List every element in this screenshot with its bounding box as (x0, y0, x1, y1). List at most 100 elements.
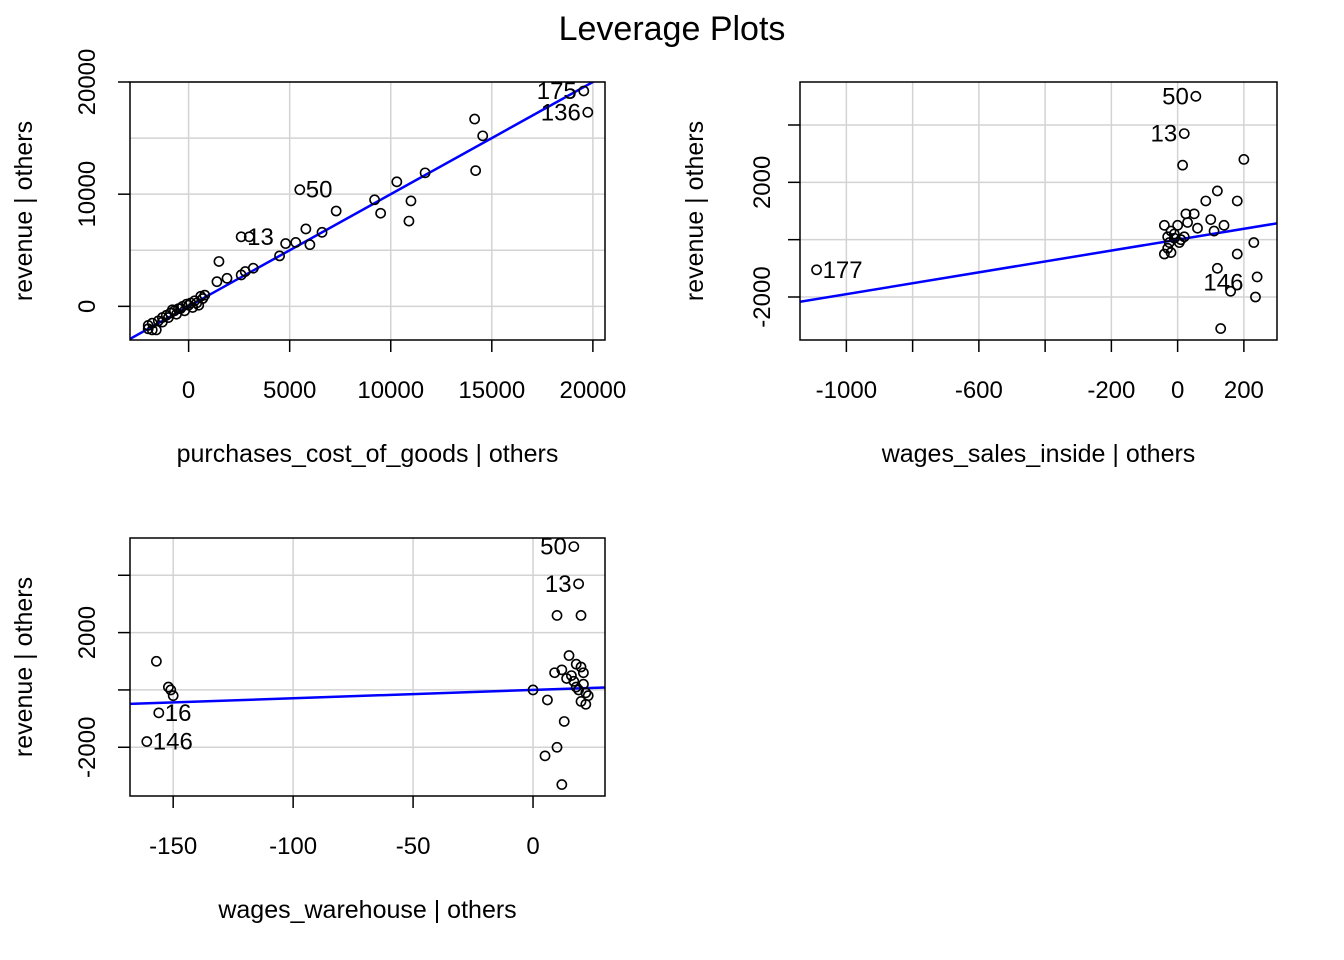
regression-line (130, 82, 596, 340)
point-label: 13 (545, 571, 572, 598)
data-point (290, 237, 302, 248)
data-point (419, 167, 431, 179)
data-point (1178, 128, 1190, 139)
regression-line (130, 686, 605, 706)
data-point (213, 256, 225, 267)
data-point (1225, 285, 1237, 297)
data-point (294, 184, 306, 196)
data-point (1205, 214, 1217, 225)
x-tick-label: -600 (955, 377, 1003, 404)
data-point (469, 113, 481, 125)
data-point (391, 176, 403, 188)
data-point (1165, 247, 1177, 258)
data-point (558, 716, 570, 727)
data-point (551, 741, 563, 753)
data-point (405, 195, 417, 207)
data-point (221, 272, 233, 284)
data-point (1248, 237, 1260, 248)
data-point (568, 675, 580, 687)
data-point (316, 226, 328, 238)
point-label: 13 (1151, 121, 1178, 148)
data-point (330, 205, 342, 217)
data-point (1208, 225, 1220, 237)
data-point (1190, 90, 1202, 102)
x-tick-label: -100 (269, 833, 317, 860)
data-point (1173, 237, 1185, 248)
data-point (141, 736, 153, 747)
y-tick-label: 0 (74, 300, 101, 313)
data-point (1158, 219, 1170, 231)
data-point (1158, 248, 1170, 260)
point-label: 177 (823, 257, 863, 284)
data-point (1162, 231, 1174, 243)
data-point (235, 231, 247, 243)
plot-frame (129, 537, 606, 797)
data-point (563, 650, 575, 661)
data-point (1231, 195, 1243, 207)
data-point (556, 779, 568, 790)
data-point (580, 687, 592, 699)
point-label: 16 (165, 700, 192, 727)
data-point (549, 667, 561, 679)
y-axis-label: revenue | others (681, 121, 709, 301)
data-point (243, 231, 255, 243)
x-tick-label: 15000 (458, 377, 525, 404)
x-tick-label: 20000 (559, 377, 626, 404)
data-point (575, 610, 587, 621)
data-point (280, 238, 292, 249)
regression-line (800, 222, 1277, 303)
data-point (300, 223, 312, 235)
x-tick-label: 5000 (263, 377, 316, 404)
x-tick-label: 10000 (357, 377, 424, 404)
y-tick-label: 2000 (749, 156, 776, 209)
data-point (811, 264, 822, 276)
data-point (1200, 195, 1212, 207)
y-tick-label: 10000 (74, 161, 101, 228)
data-point (539, 750, 551, 762)
data-point (1250, 291, 1261, 303)
data-point (1177, 159, 1188, 171)
data-point (582, 106, 594, 118)
data-point (163, 312, 174, 323)
point-label: 13 (247, 224, 274, 251)
point-label: 146 (153, 729, 193, 756)
data-point (150, 324, 162, 336)
data-point (556, 664, 568, 676)
x-axis-label: purchases_cost_of_goods | others (177, 440, 559, 468)
data-point (235, 269, 247, 281)
data-point (1168, 228, 1180, 240)
data-point (403, 215, 415, 227)
data-point (1211, 185, 1223, 197)
data-point (1180, 208, 1192, 220)
y-tick-label: 2000 (74, 606, 101, 659)
data-point (477, 130, 489, 142)
plot-frame (129, 81, 606, 341)
data-point (570, 681, 582, 693)
data-point (1211, 262, 1223, 274)
data-point (568, 541, 580, 552)
data-point (162, 681, 174, 693)
data-point (167, 690, 179, 702)
x-axis-label: wages_sales_inside | others (881, 440, 1196, 468)
data-point (578, 667, 589, 679)
y-axis-label: revenue | others (10, 121, 38, 301)
y-tick-label: -2000 (74, 717, 101, 778)
data-point (542, 694, 553, 706)
data-point (1188, 208, 1200, 220)
data-point (165, 684, 177, 696)
chart-title: Leverage Plots (558, 10, 786, 48)
data-point (1231, 248, 1243, 260)
data-point (153, 707, 165, 719)
data-point (566, 670, 577, 681)
x-tick-label: 200 (1224, 377, 1264, 404)
data-point (304, 239, 316, 251)
data-point (150, 655, 162, 667)
data-point (1192, 222, 1203, 234)
y-tick-label: 20000 (74, 49, 101, 116)
data-point (1251, 271, 1263, 283)
data-point (573, 684, 585, 696)
x-axis-label: wages_warehouse | others (217, 896, 516, 924)
data-point (578, 85, 590, 97)
data-point (527, 684, 539, 696)
